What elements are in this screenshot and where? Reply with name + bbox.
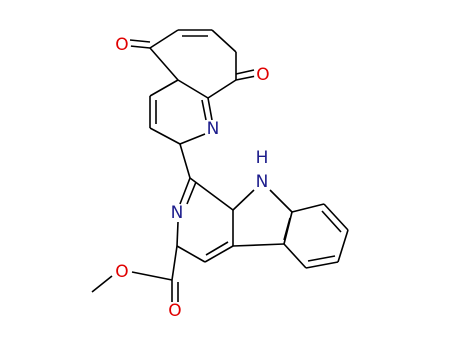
label-bg (113, 36, 131, 54)
label-bg (204, 120, 222, 138)
atom-label: O (168, 301, 181, 321)
atom-label: O (115, 262, 128, 282)
atom-labels: O O N N H N O O (113, 35, 272, 321)
label-bg (113, 263, 131, 281)
atom-label: H (256, 148, 269, 168)
atom-label: N (256, 172, 269, 192)
atom-label: O (115, 35, 128, 55)
label-bg (254, 66, 272, 84)
atom-label: N (171, 203, 184, 223)
label-bg (168, 204, 186, 222)
label-bg (166, 302, 184, 320)
label-bg (253, 173, 271, 191)
bonds (91, 29, 349, 302)
atom-label: N (207, 119, 220, 139)
atom-label: O (256, 65, 269, 85)
